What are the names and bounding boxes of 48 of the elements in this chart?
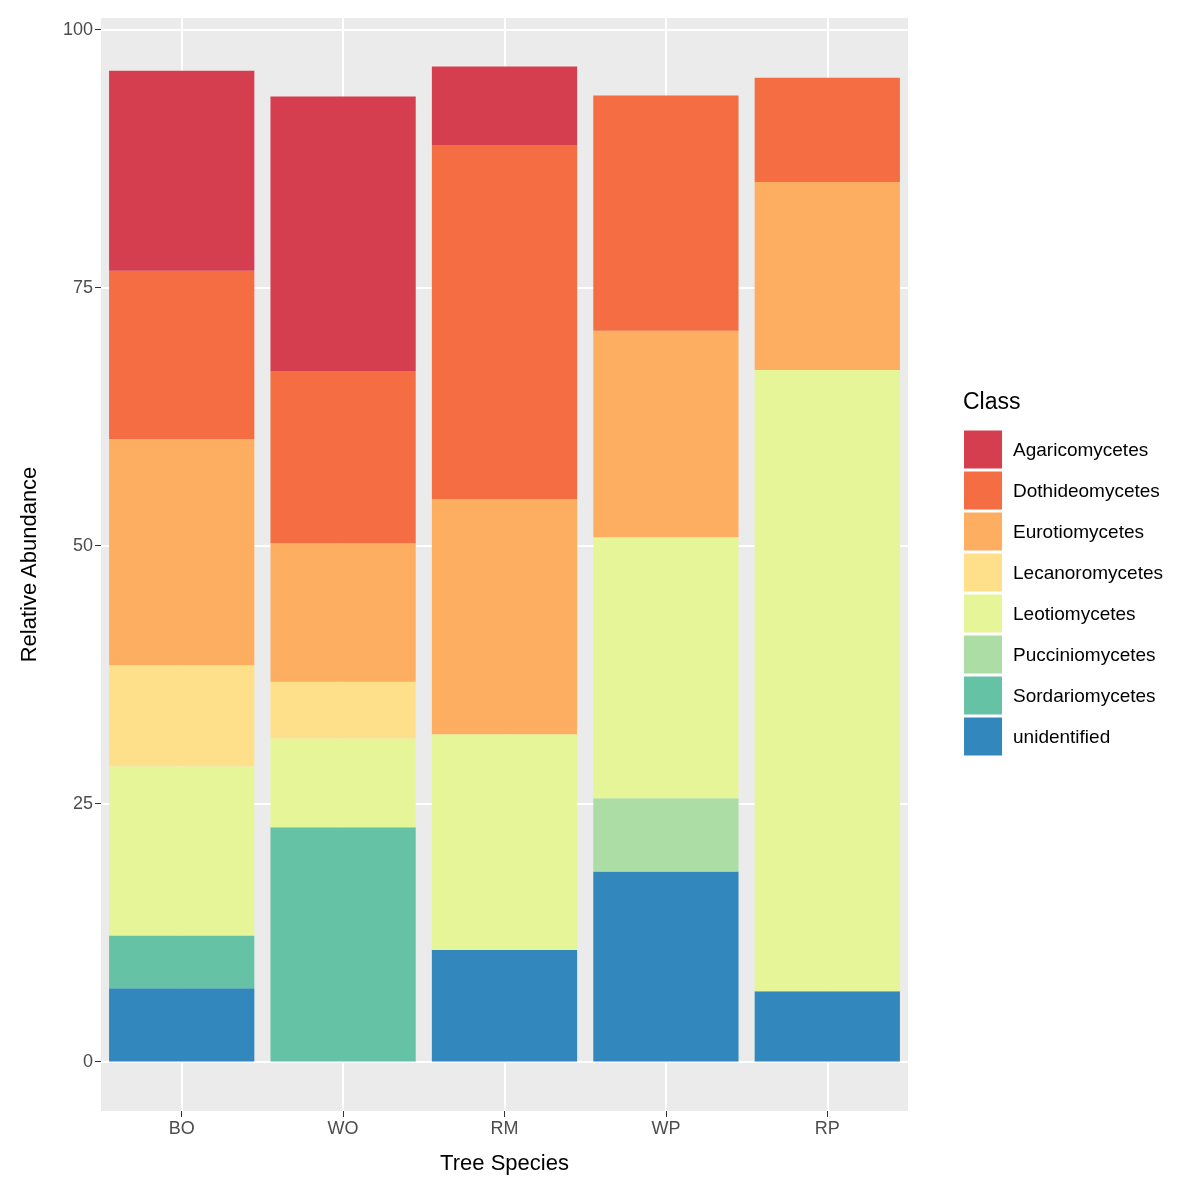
bar (431, 498, 578, 735)
legend-label: Dothideomycetes (1013, 480, 1160, 501)
bar (270, 370, 416, 544)
x-tick-label: WO (327, 1118, 359, 1138)
legend-label: Eurotiomycetes (1013, 521, 1144, 542)
legend-label: Lecanoromycetes (1013, 562, 1163, 583)
bar (109, 766, 255, 936)
y-tick-label: 50 (72, 535, 93, 556)
legend-label: Leotiomycetes (1013, 603, 1136, 624)
y-tick-label: 100 (62, 19, 93, 40)
bar (754, 77, 900, 183)
bar (109, 935, 255, 989)
bar (270, 543, 416, 682)
bar (109, 270, 255, 440)
legend-label: Pucciniomycetes (1013, 644, 1156, 665)
y-tick-label: 0 (82, 1051, 93, 1072)
bar (754, 991, 900, 1062)
bar (593, 537, 739, 799)
x-tick-label: BO (168, 1118, 195, 1138)
bar (593, 330, 739, 538)
bar (593, 798, 739, 872)
bar (754, 182, 900, 370)
x-tick-label: RP (814, 1118, 840, 1138)
bar (593, 95, 739, 331)
legend-title: Class (963, 387, 1021, 414)
bar (431, 949, 578, 1062)
bar (754, 369, 900, 992)
bar (593, 871, 739, 1062)
y-tick-label: 75 (72, 277, 93, 298)
bar (109, 70, 255, 271)
y-axis-title: Relative Abundance (15, 466, 41, 663)
y-tick-label: 25 (72, 793, 93, 814)
legend-label: Agaricomycetes (1013, 439, 1149, 460)
x-tick-label: WP (651, 1118, 681, 1138)
legend-label: Sordariomycetes (1013, 685, 1156, 706)
bar (270, 96, 416, 371)
bar (270, 681, 416, 739)
bar (109, 988, 255, 1062)
bar (431, 66, 578, 145)
bar (270, 827, 416, 1062)
bar (109, 439, 255, 666)
bar (431, 734, 578, 950)
bar (109, 665, 255, 767)
bar (270, 738, 416, 828)
x-axis-title: Tree Species (440, 1149, 569, 1175)
legend-label: unidentified (1013, 726, 1111, 747)
x-tick-label: RM (490, 1118, 519, 1138)
bar (431, 144, 578, 499)
